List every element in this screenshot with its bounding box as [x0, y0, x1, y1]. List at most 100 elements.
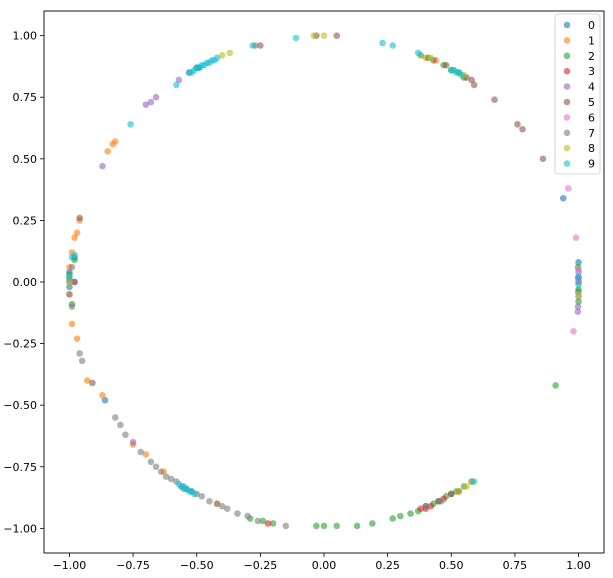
legend-marker-8 [563, 144, 571, 152]
point-series-0 [559, 194, 567, 202]
point-series-7 [437, 497, 445, 505]
y-tick-label: −0.25 [3, 338, 37, 351]
legend-label-0: 0 [588, 19, 595, 32]
x-tick-label: 0.75 [503, 559, 528, 572]
point-series-4 [175, 76, 183, 84]
point-series-1 [71, 234, 78, 241]
point-series-9 [190, 490, 198, 498]
point-series-8 [66, 278, 73, 286]
point-series-1 [99, 392, 106, 399]
point-series-4 [129, 438, 137, 446]
point-series-1 [68, 320, 76, 328]
plot-frame [43, 10, 605, 554]
point-series-7 [234, 510, 241, 517]
point-series-9 [185, 69, 193, 76]
point-series-5 [470, 81, 478, 89]
point-series-0 [66, 283, 73, 291]
x-tick-label: 0.50 [439, 559, 464, 572]
x-tick-label: −0.50 [180, 559, 214, 572]
y-tick-label: 1.00 [13, 30, 38, 43]
point-series-9 [213, 54, 221, 62]
point-series-9 [470, 478, 478, 485]
legend-label-1: 1 [588, 34, 595, 47]
point-series-4 [147, 98, 155, 106]
point-series-7 [206, 497, 213, 505]
point-series-9 [173, 81, 180, 89]
point-series-7 [152, 463, 160, 471]
legend-marker-2 [563, 52, 571, 60]
point-series-9 [66, 273, 73, 281]
point-series-7 [68, 263, 76, 271]
point-series-7 [68, 303, 76, 310]
point-series-9 [71, 251, 78, 259]
legend-label-2: 2 [588, 50, 595, 63]
point-series-5 [442, 61, 450, 69]
point-series-9 [575, 281, 582, 288]
point-series-8 [310, 32, 318, 39]
point-series-1 [73, 335, 81, 342]
point-series-3 [427, 502, 435, 510]
point-series-2 [407, 510, 414, 517]
legend-label-9: 9 [588, 158, 595, 171]
legend-marker-1 [563, 37, 571, 44]
point-series-5 [71, 278, 78, 286]
legend-marker-6 [563, 114, 571, 121]
point-series-7 [244, 512, 251, 520]
point-series-3 [417, 505, 425, 512]
point-series-5 [89, 379, 96, 387]
point-series-6 [572, 234, 580, 241]
point-series-5 [447, 490, 455, 498]
point-series-9 [458, 71, 465, 79]
point-series-7 [218, 502, 226, 510]
point-series-7 [78, 357, 86, 365]
point-series-8 [427, 54, 435, 62]
point-series-2 [353, 522, 361, 530]
legend-label-3: 3 [588, 65, 595, 78]
point-series-9 [389, 42, 397, 49]
data-points [66, 32, 582, 530]
y-tick-label: 0.50 [13, 153, 38, 166]
point-series-5 [333, 32, 341, 39]
point-series-1 [111, 138, 119, 145]
point-series-1 [83, 377, 91, 384]
point-series-8 [575, 291, 582, 298]
point-series-2 [333, 522, 341, 530]
point-series-9 [249, 42, 257, 49]
legend: 0 1 2 3 4 5 6 7 8 9 [554, 13, 601, 175]
y-tick-label: −0.75 [3, 461, 37, 474]
axes: −1.00 −0.75 −0.50 −0.25 0.00 0.25 0.50 0.75 1.00… [3, 10, 605, 572]
y-tick-label: −1.00 [3, 522, 37, 535]
point-series-7 [254, 517, 262, 525]
point-series-7 [111, 414, 119, 421]
point-series-6 [570, 327, 577, 335]
point-series-5 [257, 42, 264, 49]
point-series-2 [269, 520, 277, 527]
point-series-7 [223, 505, 231, 512]
legend-marker-7 [563, 129, 571, 137]
x-tick-label: −0.75 [116, 559, 150, 572]
point-series-7 [66, 291, 73, 298]
point-series-4 [99, 162, 106, 170]
point-series-4 [574, 308, 582, 315]
point-series-8 [320, 32, 328, 39]
point-series-6 [575, 266, 582, 273]
point-series-5 [468, 76, 475, 84]
legend-marker-0 [563, 21, 571, 29]
point-series-7 [282, 522, 290, 530]
point-series-9 [292, 34, 300, 42]
legend-marker-3 [563, 67, 571, 75]
point-series-9 [575, 273, 582, 281]
point-series-8 [226, 49, 234, 57]
point-series-4 [152, 93, 160, 101]
point-series-2 [575, 298, 582, 306]
legend-label-7: 7 [588, 127, 595, 140]
point-series-4 [142, 101, 150, 108]
point-series-8 [218, 52, 226, 59]
point-series-7 [213, 500, 221, 508]
legend-label-8: 8 [588, 142, 595, 155]
legend-label-4: 4 [588, 81, 595, 94]
point-series-2 [313, 522, 320, 530]
point-series-4 [574, 303, 582, 310]
legend-marker-9 [563, 160, 571, 167]
point-series-7 [117, 421, 124, 429]
